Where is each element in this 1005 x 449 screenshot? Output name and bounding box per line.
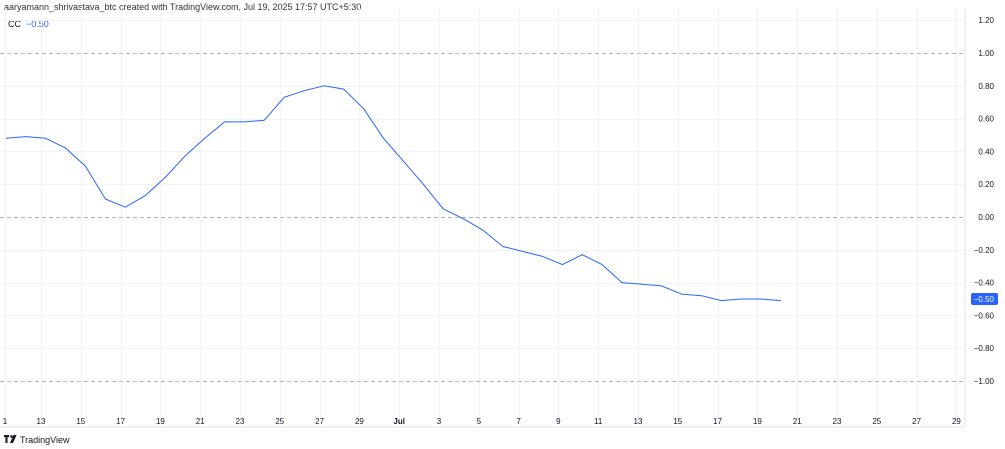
dashed-level-lines [0, 53, 965, 382]
data-point [423, 184, 424, 185]
data-point [681, 294, 682, 295]
data-point [304, 90, 305, 91]
x-tick-label: 29 [355, 417, 364, 426]
x-tick-label: 17 [116, 417, 125, 426]
data-point [125, 207, 126, 208]
y-tick-label: 0.60 [978, 115, 994, 124]
x-tick-label: 5 [477, 417, 482, 426]
x-tick-label: 25 [275, 417, 284, 426]
data-point [244, 121, 245, 122]
data-point [502, 246, 503, 247]
chart-caption: aaryamann_shrivastava_btc created with T… [4, 2, 362, 12]
x-tick-label: 21 [196, 417, 205, 426]
x-tick-label: 19 [753, 417, 762, 426]
x-tick-label: 13 [634, 417, 643, 426]
x-tick-label: 9 [556, 417, 561, 426]
series-line-cc[interactable] [5, 85, 781, 302]
data-point [65, 148, 66, 149]
x-tick-label: 23 [833, 417, 842, 426]
tradingview-brand: TradingView [20, 435, 70, 445]
x-tick-label: 13 [37, 417, 46, 426]
data-point [105, 198, 106, 199]
data-point [462, 218, 463, 219]
data-point [45, 138, 46, 139]
data-point [224, 121, 225, 122]
tradingview-logo-icon [4, 435, 17, 445]
indicator-legend[interactable]: CC −0.50 [8, 19, 49, 29]
y-tick-label: 1.20 [978, 16, 994, 25]
price-scale[interactable]: 1.20 1.00 0.80 0.60 0.40 0.20 0.00 −0.20 −0.40 −0… [974, 16, 995, 386]
y-tick-label: 0.00 [978, 213, 994, 222]
series-layer [5, 85, 781, 302]
y-tick-label: 0.20 [978, 180, 994, 189]
y-tick-label: −0.60 [974, 311, 995, 320]
indicator-name: CC [8, 19, 21, 29]
y-tick-label: −0.80 [974, 344, 995, 353]
x-tick-label: 27 [912, 417, 921, 426]
y-tick-label: −0.40 [974, 279, 995, 288]
last-value-badge-label: −0.50 [974, 295, 995, 304]
data-point [621, 282, 622, 283]
x-tick-label: 25 [872, 417, 881, 426]
x-tick-label: 29 [952, 417, 961, 426]
last-value-badge-bg [971, 293, 998, 305]
indicator-value: −0.50 [26, 19, 49, 29]
data-point [5, 138, 6, 139]
data-point [443, 208, 444, 209]
y-tick-label: −1.00 [974, 377, 995, 386]
data-point [25, 136, 26, 137]
data-point [661, 285, 662, 286]
x-tick-label: 19 [156, 417, 165, 426]
x-tick-label: 3 [437, 417, 442, 426]
y-tick-label: 0.80 [978, 82, 994, 91]
tradingview-footer[interactable]: TradingView [4, 435, 70, 445]
data-point [701, 295, 702, 296]
data-point [641, 284, 642, 285]
y-tick-label: −0.20 [974, 246, 995, 255]
data-point [145, 195, 146, 196]
data-point [542, 256, 543, 257]
x-tick-label: 11 [594, 417, 603, 426]
data-point [403, 161, 404, 162]
data-point [284, 97, 285, 98]
data-point [741, 298, 742, 299]
data-point [522, 251, 523, 252]
data-point [721, 300, 722, 301]
data-point [383, 138, 384, 139]
data-point [761, 298, 762, 299]
x-tick-label: 27 [315, 417, 324, 426]
data-point [343, 89, 344, 90]
data-point [780, 300, 781, 301]
x-tick-label: 23 [236, 417, 245, 426]
data-point [602, 264, 603, 265]
x-tick-label: 15 [76, 417, 85, 426]
data-point [582, 254, 583, 255]
data-point [184, 156, 185, 157]
x-tick-label: Jul [393, 417, 405, 426]
data-point [323, 85, 324, 86]
data-point [264, 120, 265, 121]
data-point [164, 177, 165, 178]
last-value-badge: −0.50 [971, 293, 998, 305]
x-tick-label: 7 [516, 417, 521, 426]
x-tick-label: 21 [793, 417, 802, 426]
x-tick-label: 1 [3, 417, 8, 426]
data-point [204, 138, 205, 139]
data-point [482, 230, 483, 231]
data-point [85, 166, 86, 167]
time-scale[interactable]: 1 13 15 17 19 21 23 25 27 29 Jul 3 5 7 9 11 13 15 17 19 21 23… [3, 417, 962, 426]
x-tick-label: 15 [673, 417, 682, 426]
y-tick-label: 1.00 [978, 49, 994, 58]
x-tick-label: 17 [713, 417, 722, 426]
y-tick-label: 0.40 [978, 147, 994, 156]
data-point [562, 264, 563, 265]
data-point [363, 108, 364, 109]
